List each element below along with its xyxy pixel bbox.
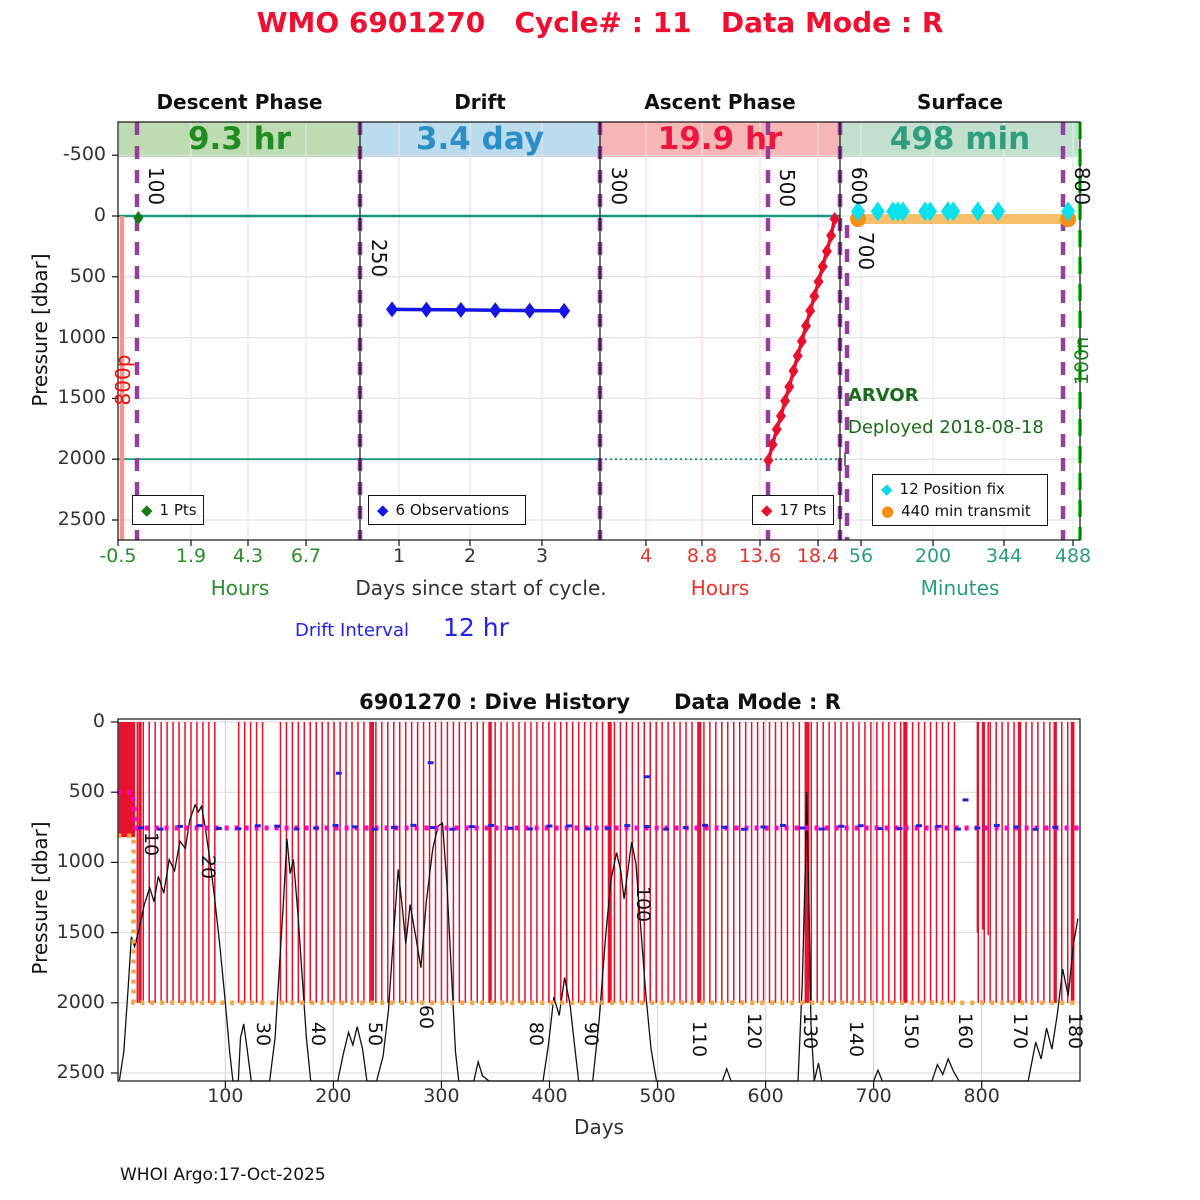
cycle-label-180: 180 [1064,1013,1087,1050]
top-xtick: 344 [985,545,1023,567]
top-ytick: 500 [69,264,106,287]
bottom-xtick: 500 [639,1085,676,1107]
drift-legend-label: 6 Observations [395,501,510,519]
green-diamond-icon: ◆ [141,500,153,519]
cycle-label-10: 10 [139,831,162,856]
top-xtick: 200 [914,545,952,567]
top-xtick: 4 [639,545,653,567]
time-marker-100: 100 [144,166,168,206]
drift-interval-label: Drift Interval [295,620,409,641]
ascent-duration-badge: 19.9 hr [657,121,783,157]
orange-circle-icon: ● [881,501,895,520]
cycle-label-20: 20 [196,854,219,880]
descent-legend: ◆ 1 Pts [132,495,204,525]
surface-legend: ◆ 12 Position fix ● 440 min transmit [872,474,1048,526]
bottom-ytick: 1000 [56,850,105,873]
top-ytick: 0 [93,204,106,226]
cycle-label-150: 150 [900,1013,923,1050]
watermark: WHOI Argo:17-Oct-2025 [120,1165,326,1185]
page-title: WMO 6901270 Cycle# : 11 Data Mode : R [256,6,944,39]
bottom-ytick: 1500 [56,920,105,943]
cycle-label-110: 110 [688,1020,711,1058]
descent-legend-label: 1 Pts [159,501,197,519]
red-diamond-icon: ◆ [761,500,773,519]
cycle-label-170: 170 [1009,1013,1032,1050]
top-xtick: 1.9 [175,545,207,567]
descent-hours-axis-label: Hours [210,576,270,600]
phase-header-surface: Surface [916,90,1004,114]
top-xtick: 2 [463,545,477,567]
top-ytick: 1500 [57,386,106,409]
top-ytick: 2000 [57,447,106,470]
drift-interval-value: 12 hr [443,613,509,642]
top-xtick: 18.4 [796,545,840,567]
cycle-label-30: 30 [251,1021,274,1047]
top-xtick: 56 [848,545,874,567]
surface-minutes-axis-label: Minutes [920,576,1000,600]
cycle-label-60: 60 [414,1005,437,1030]
cycle-label-120: 120 [743,1013,766,1050]
phase-header-drift: Drift [454,90,506,114]
cyan-diamond-icon: ◆ [881,479,893,498]
time-marker-250: 250 [367,238,391,278]
ascent-legend: ◆ 17 Pts [752,495,834,525]
top-xtick: 3 [535,545,549,567]
bottom-ytick: 2000 [56,990,105,1013]
top-ytick: 2500 [57,508,106,530]
surface-duration-badge: 498 min [889,121,1031,157]
dive-history-title: 6901270 : Dive History Data Mode : R [359,690,841,714]
time-marker-500: 500 [775,168,799,208]
top-xtick: 488 [1054,545,1092,567]
ascent-hours-axis-label: Hours [690,576,750,600]
ascent-legend-label: 17 Pts [779,501,827,519]
transmit-legend-label: 440 min transmit [901,502,1031,520]
top-xtick: 6.7 [290,545,322,567]
right-edge-marker: 100n [1071,336,1093,386]
cycle-label-100: 100 [632,885,655,922]
bottom-ytick: 2500 [56,1061,105,1083]
time-marker-700: 700 [854,231,878,271]
cycle-label-40: 40 [306,1021,329,1047]
top-xtick: -0.5 [99,545,137,567]
cycle-label-90: 90 [580,1021,603,1047]
bottom-xtick: 300 [423,1085,460,1107]
days-axis-label: Days [574,1115,624,1139]
position-fix-legend-label: 12 Position fix [899,480,1005,498]
top-xtick: 4.3 [232,545,264,567]
descent-duration-badge: 9.3 hr [187,121,292,157]
drift-duration-badge: 3.4 day [415,121,545,157]
top-ytick: 1000 [57,325,106,348]
cycle-label-50: 50 [364,1021,387,1047]
deployed-date-label: Deployed 2018-08-18 [848,417,1044,438]
bottom-xtick: 100 [207,1085,244,1107]
cycle-label-140: 140 [844,1020,867,1058]
float-type-label: ARVOR [848,385,919,406]
park-depth-marker: 800p [111,354,135,406]
phase-header-descent: Descent Phase [156,90,323,114]
blue-diamond-icon: ◆ [377,500,389,519]
top-ytick: -500 [62,143,106,166]
time-marker-800: 800 [1070,166,1094,206]
drift-days-axis-label: Days since start of cycle. [355,576,607,600]
bottom-ytick: 500 [68,780,105,803]
bottom-xtick: 200 [315,1085,352,1107]
cycle-label-130: 130 [798,1013,821,1050]
cycle-label-80: 80 [525,1021,548,1047]
phase-header-ascent: Ascent Phase [644,90,796,114]
bottom-ytick: 0 [92,710,105,732]
bottom-xtick: 700 [855,1085,892,1107]
bottom-xtick: 400 [531,1085,568,1107]
time-marker-600: 600 [847,166,871,206]
top-xtick: 8.8 [686,545,718,567]
bottom-xtick: 600 [747,1085,784,1107]
bottom-xtick: 800 [963,1085,1000,1107]
drift-legend: ◆ 6 Observations [368,495,526,525]
cycle-label-160: 160 [954,1013,977,1050]
top-xtick: 1 [392,545,406,567]
top-xtick: 13.6 [738,545,782,567]
time-marker-300: 300 [607,166,631,206]
